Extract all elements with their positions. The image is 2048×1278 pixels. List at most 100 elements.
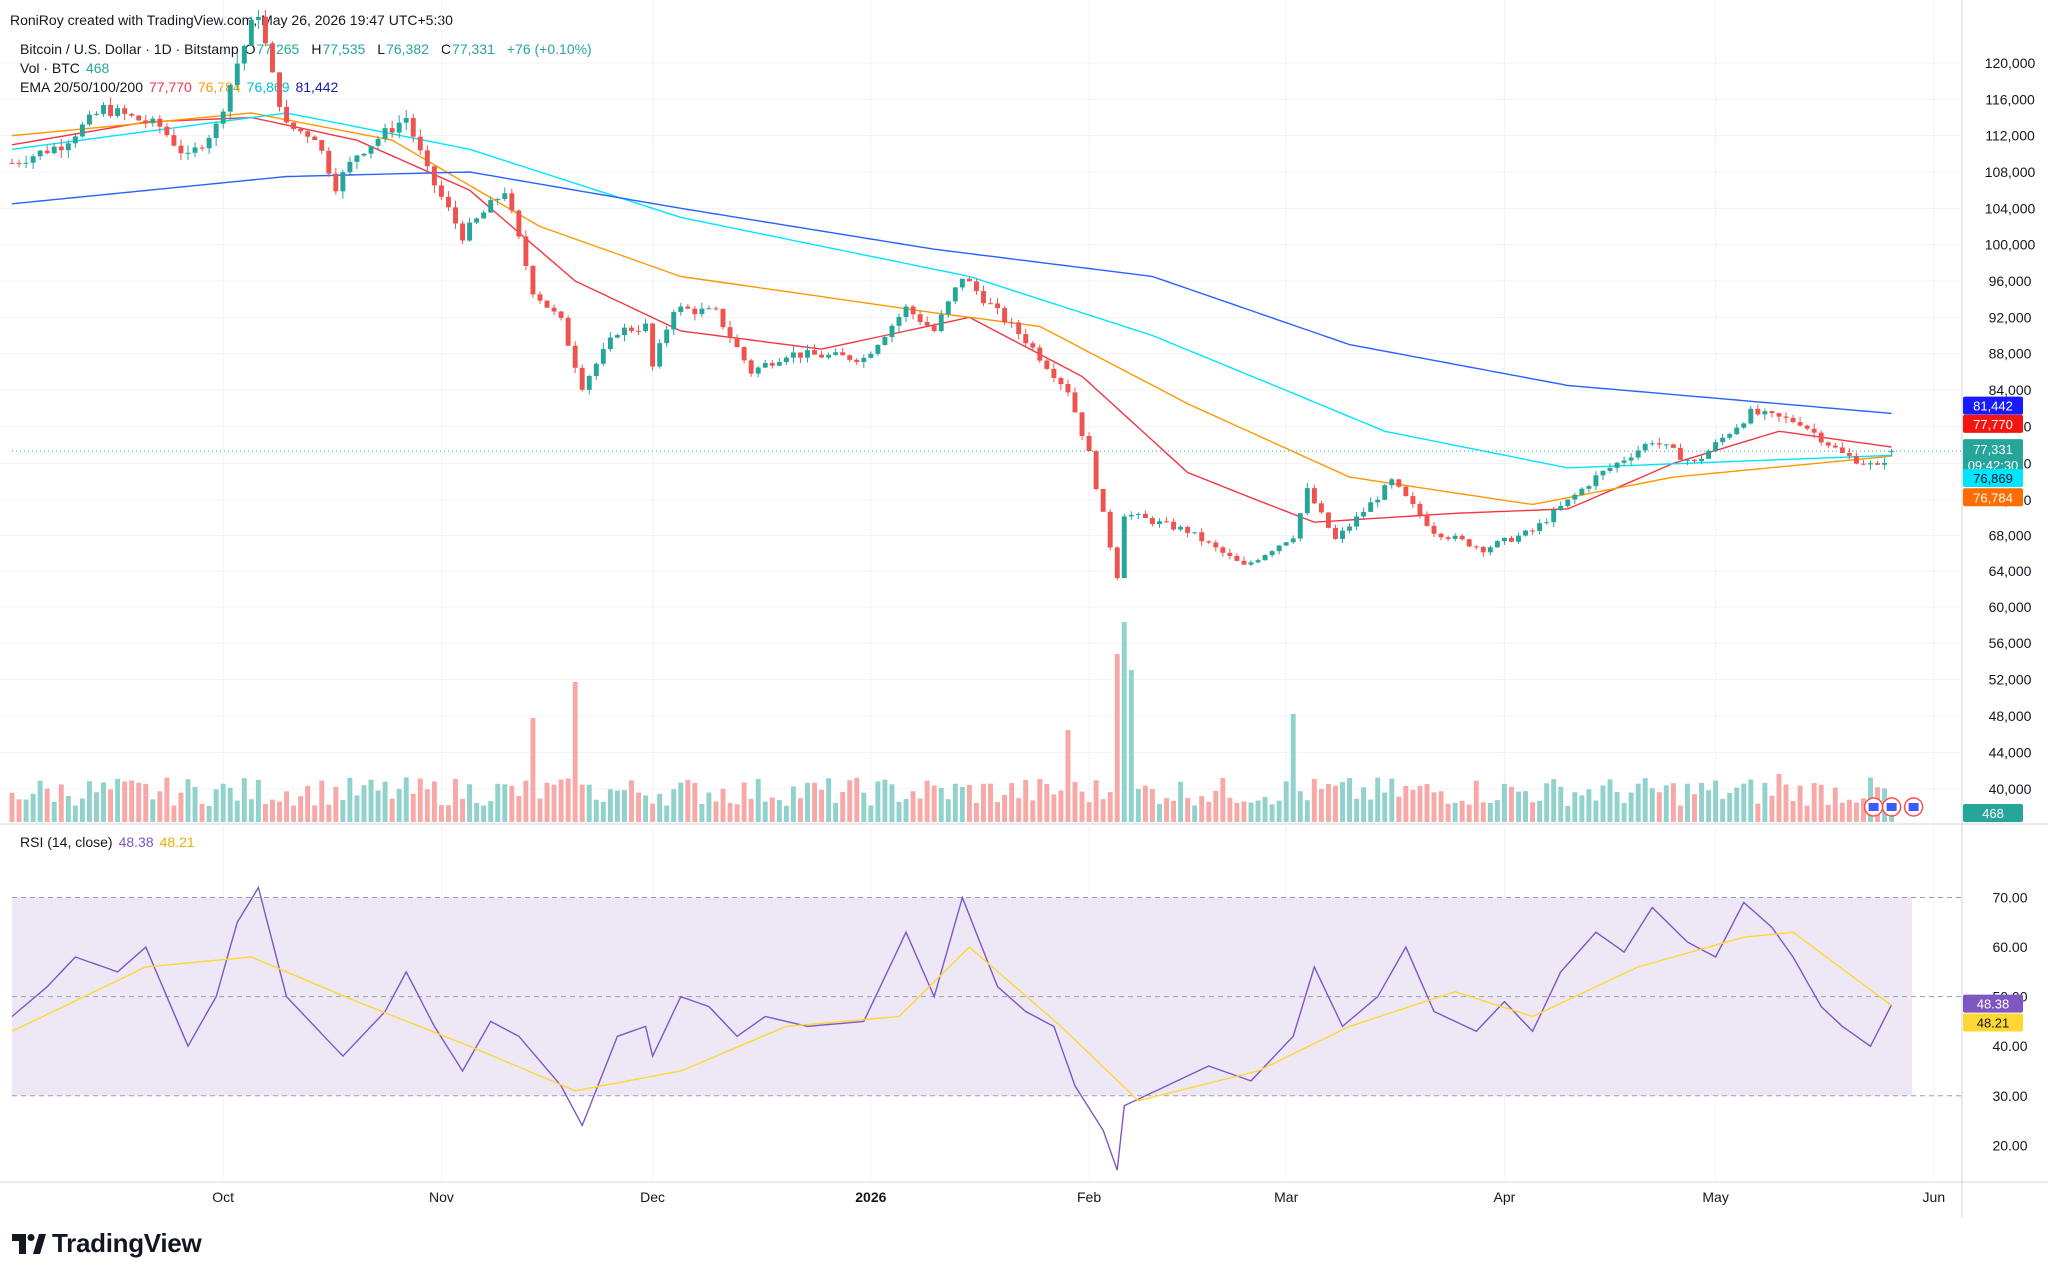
candle-body xyxy=(516,210,522,237)
symbol-legend-row[interactable]: Bitcoin / U.S. Dollar · 1D · Bitstamp O77… xyxy=(20,40,598,59)
price-axis-label: 120,000 xyxy=(1985,55,2036,71)
volume-bar xyxy=(1114,654,1120,822)
rsi-legend-row[interactable]: RSI (14, close) 48.38 48.21 xyxy=(20,834,201,850)
volume-legend-row[interactable]: Vol · BTC 468 xyxy=(20,59,598,78)
rsi-ma-badge-text: 48.21 xyxy=(1977,1016,2010,1031)
volume-bar xyxy=(44,788,50,822)
candle xyxy=(988,298,993,305)
volume-bar xyxy=(1227,797,1233,822)
volume-bar xyxy=(896,801,902,822)
candle-body xyxy=(1663,444,1669,446)
candle-body xyxy=(108,104,114,116)
volume-bar xyxy=(1508,786,1514,822)
candle-body xyxy=(129,113,135,116)
candle xyxy=(1178,525,1184,532)
volume-badge: 468 xyxy=(1963,804,2023,822)
candle-body xyxy=(1501,537,1507,542)
volume-bar xyxy=(664,805,670,822)
candle xyxy=(1368,497,1374,512)
price-axis-label: 40,000 xyxy=(1989,781,2032,797)
volume-bar xyxy=(1255,800,1261,822)
candle xyxy=(1706,449,1712,460)
candle-body xyxy=(826,354,832,358)
candle-body xyxy=(79,124,85,137)
volume-bar xyxy=(438,805,444,822)
volume-bar xyxy=(1276,800,1282,822)
volume-bar xyxy=(361,785,367,822)
candle xyxy=(1825,441,1831,449)
candle xyxy=(720,308,726,330)
candle xyxy=(1452,533,1458,542)
volume-bar xyxy=(917,798,923,822)
candle-body xyxy=(1290,538,1296,543)
volume-bar xyxy=(1663,785,1669,822)
candle xyxy=(424,145,430,173)
ema200-badge: 81,442 xyxy=(1963,396,2023,415)
volume-bar xyxy=(1558,786,1564,822)
candle-body xyxy=(1692,459,1697,462)
candle-body xyxy=(1755,408,1761,415)
candle xyxy=(502,187,508,202)
volume-bar xyxy=(1572,792,1578,822)
candle-body xyxy=(790,352,796,358)
candle-body xyxy=(1037,347,1043,361)
candle xyxy=(453,200,458,229)
candle-body xyxy=(220,111,226,124)
candle-body xyxy=(403,118,409,123)
candle-body xyxy=(678,306,684,313)
volume-bar xyxy=(1368,799,1374,822)
ema20-badge: 77,770 xyxy=(1963,414,2023,433)
volume-bar xyxy=(1051,794,1057,822)
volume-bar xyxy=(1579,795,1585,822)
candle-body xyxy=(1149,517,1155,524)
candle-body xyxy=(959,278,965,288)
candle xyxy=(1431,521,1437,537)
price-axis-label: 44,000 xyxy=(1989,745,2032,761)
volume-bar xyxy=(671,789,677,822)
volume-bar xyxy=(938,787,944,822)
volume-bar xyxy=(206,805,212,822)
volume-bar xyxy=(171,805,177,822)
candle xyxy=(776,358,782,367)
candle-body xyxy=(1086,435,1092,452)
price-axis-label: 52,000 xyxy=(1989,672,2032,688)
candle xyxy=(1164,516,1169,523)
candle xyxy=(1340,527,1345,544)
candle xyxy=(685,303,691,310)
price-axis-label: 84,000 xyxy=(1989,382,2032,398)
tradingview-brand[interactable]: TradingView xyxy=(12,1228,202,1259)
volume-bar xyxy=(586,784,592,822)
volume-bar xyxy=(1677,805,1683,822)
candle-body xyxy=(1009,322,1015,324)
candle-body xyxy=(523,236,529,266)
volume-bar xyxy=(1804,805,1810,822)
candle-body xyxy=(277,72,282,107)
price-axis-label: 48,000 xyxy=(1989,708,2032,724)
candle-body xyxy=(1853,455,1859,464)
volume-bar xyxy=(1044,784,1050,822)
candle-body xyxy=(664,329,670,344)
volume-bar xyxy=(488,801,494,822)
volume-bar xyxy=(431,781,437,822)
volume-bar xyxy=(122,781,128,822)
volume-bar xyxy=(1128,670,1134,822)
volume-bar xyxy=(910,791,916,822)
candle xyxy=(1839,442,1845,454)
candle xyxy=(333,167,339,195)
candle-body xyxy=(924,322,930,326)
candle xyxy=(734,334,740,348)
candle-body xyxy=(431,166,437,186)
volume-bar xyxy=(1403,785,1409,822)
candle-body xyxy=(453,207,458,224)
candle xyxy=(1797,416,1803,427)
candle-body xyxy=(460,223,466,241)
candle xyxy=(1579,487,1585,496)
candle xyxy=(671,309,677,336)
candle-body xyxy=(565,317,571,346)
volume-bar xyxy=(474,802,480,822)
candle-body xyxy=(650,323,656,367)
candle-body xyxy=(319,140,325,151)
candle-body xyxy=(1804,425,1810,429)
candle-body xyxy=(1466,539,1472,547)
